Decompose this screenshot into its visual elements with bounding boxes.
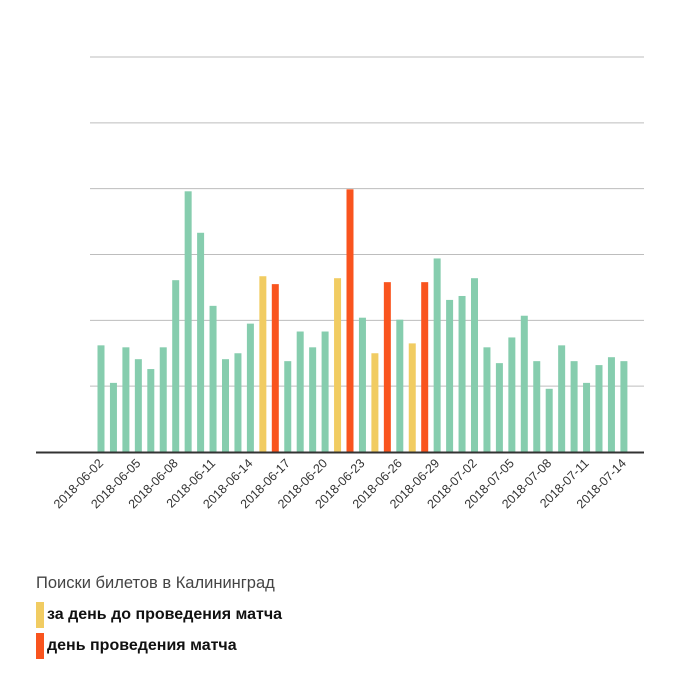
bar-2018-06-10	[197, 232, 205, 452]
bar-2018-07-05	[508, 337, 516, 452]
bar-2018-07-02	[471, 278, 478, 452]
bar-2018-07-01	[458, 295, 466, 452]
bar-2018-06-04	[122, 347, 130, 452]
bar-2018-06-11	[209, 305, 217, 452]
bar-2018-06-17	[284, 361, 292, 452]
legend-label-match-day: день проведения матча	[47, 637, 237, 654]
bar-2018-07-04	[495, 363, 503, 453]
bar-2018-06-08	[172, 280, 180, 452]
bar-2018-06-27	[408, 343, 416, 453]
bar-2018-06-16	[271, 284, 279, 453]
bar-2018-06-26	[396, 319, 404, 452]
gridlines	[90, 56, 644, 387]
bar-2018-06-14	[246, 323, 254, 453]
bar-2018-07-12	[595, 365, 603, 452]
bar-2018-06-12	[222, 359, 229, 452]
bar-2018-06-19	[309, 347, 317, 452]
bar-2018-06-24	[371, 353, 379, 452]
x-tick-labels: 2018-06-022018-06-052018-06-082018-06-11…	[51, 456, 629, 511]
bar-2018-06-28	[421, 282, 429, 452]
bar-2018-07-03	[483, 347, 491, 452]
bar-2018-07-14	[620, 361, 628, 452]
bar-2018-06-15	[259, 276, 267, 452]
bars	[36, 189, 644, 454]
bar-2018-07-13	[607, 357, 615, 452]
legend-swatch-day-before	[36, 602, 44, 628]
bar-2018-07-08	[545, 388, 553, 452]
bar-2018-06-02	[97, 345, 105, 452]
bar-chart: 2018-06-022018-06-052018-06-082018-06-11…	[36, 56, 644, 511]
bar-2018-06-25	[383, 282, 391, 452]
bar-2018-07-10	[570, 361, 578, 452]
bar-2018-06-13	[234, 353, 242, 452]
bar-2018-07-06	[520, 315, 528, 452]
bar-2018-06-29	[433, 258, 441, 452]
bar-2018-06-21	[334, 278, 342, 452]
bar-2018-06-20	[321, 331, 329, 452]
bar-2018-06-06	[147, 369, 155, 452]
bar-2018-06-05	[134, 359, 142, 452]
bar-2018-07-09	[558, 345, 566, 452]
legend-swatch-match-day	[36, 633, 44, 659]
bar-2018-06-03	[109, 382, 117, 453]
bar-2018-06-07	[159, 347, 167, 452]
bar-2018-06-22	[346, 189, 354, 452]
legend-item-day-before: за день до проведения матча	[36, 601, 282, 629]
bar-2018-06-09	[184, 191, 192, 453]
legend-item-match-day: день проведения матча	[36, 632, 282, 660]
legend: Поиски билетов в Калининград за день до …	[36, 574, 282, 663]
legend-label-day-before: за день до проведения матча	[47, 606, 283, 623]
bar-2018-06-30	[446, 299, 454, 452]
bar-2018-06-23	[358, 317, 366, 452]
bar-2018-07-07	[533, 361, 541, 452]
bar-2018-06-18	[296, 331, 304, 452]
bar-2018-07-11	[583, 382, 591, 453]
legend-title: Поиски билетов в Калининград	[36, 574, 275, 592]
